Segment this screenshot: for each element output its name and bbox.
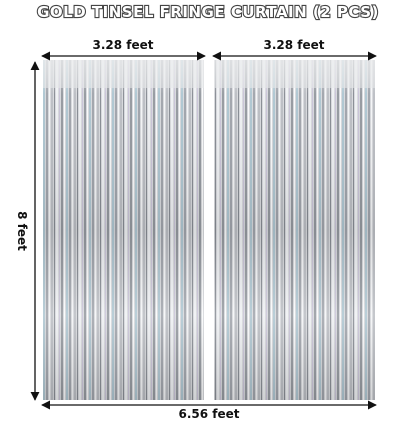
- left-width-label: 3.28 feet: [92, 38, 153, 52]
- height-label: 8 feet: [15, 211, 29, 251]
- curtain-right: [214, 60, 375, 400]
- right-width-label: 3.28 feet: [263, 38, 324, 52]
- total-width-label: 6.56 feet: [178, 407, 239, 421]
- title: GOLD TINSEL FRINGE CURTAIN (2 PCS): [37, 3, 379, 21]
- curtain-left: [43, 60, 204, 400]
